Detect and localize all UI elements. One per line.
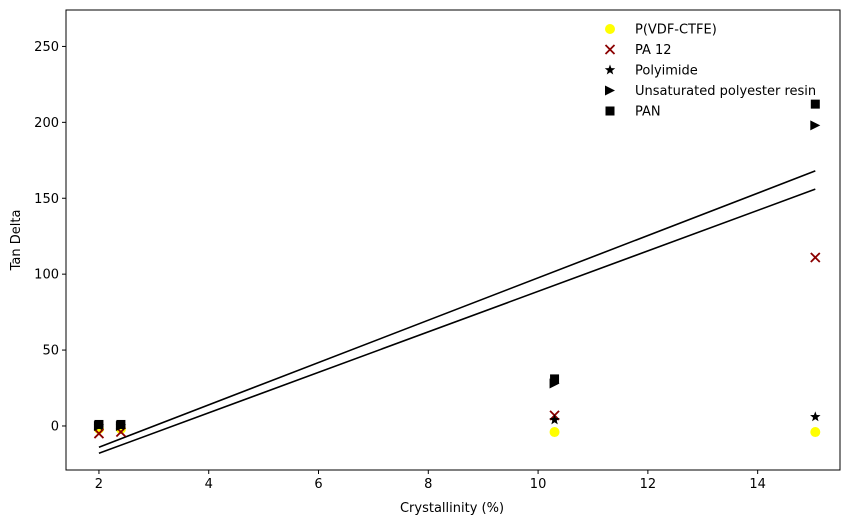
x-stroke	[93, 428, 105, 439]
data-point	[810, 252, 821, 263]
x-tick-label: 4	[205, 477, 213, 492]
x-tick-label: 12	[640, 477, 657, 492]
data-point	[810, 99, 820, 109]
data-point	[810, 411, 821, 422]
y-tick-label: 250	[34, 40, 59, 55]
y-tick-label: 100	[34, 268, 59, 283]
x-tick-label: 8	[424, 477, 432, 492]
x-stroke	[810, 252, 821, 263]
legend-marker	[605, 106, 615, 116]
x-tick-label: 6	[314, 477, 322, 492]
y-tick-label: 0	[51, 419, 59, 434]
data-points	[93, 99, 821, 439]
data-point	[549, 414, 560, 425]
legend-marker	[604, 44, 616, 55]
legend-marker	[605, 85, 615, 96]
plot-frame	[65, 9, 841, 471]
data-point	[549, 427, 560, 438]
legend-label: Unsaturated polyester resin	[635, 84, 816, 99]
x-stroke	[604, 44, 616, 55]
axes: 2 4 6 8 10 12 14 0 50 100 150 200 250	[34, 40, 766, 492]
y-tick-label: 200	[34, 116, 59, 131]
plot-area	[65, 9, 841, 471]
y-tick-label: 50	[42, 344, 59, 359]
data-point	[810, 120, 821, 131]
data-point	[116, 419, 126, 429]
fit-lines	[98, 170, 816, 455]
y-tick-label: 150	[34, 192, 59, 207]
x-stroke	[115, 426, 127, 438]
fit-line	[98, 188, 816, 455]
x-tick-label: 14	[749, 477, 766, 492]
legend-marker	[605, 24, 615, 34]
legend-label: Polyimide	[635, 64, 698, 79]
x-axis-label: Crystallinity (%)	[400, 501, 504, 516]
x-tick-label: 10	[530, 477, 547, 492]
fit-line	[98, 170, 816, 448]
legend-marker	[604, 64, 616, 75]
x-tick-label: 2	[95, 477, 103, 492]
data-point	[550, 374, 560, 384]
legend-label: PAN	[635, 105, 661, 120]
data-point	[94, 419, 104, 429]
legend-label: P(VDF-CTFE)	[635, 23, 717, 38]
y-axis-label: Tan Delta	[9, 210, 24, 272]
data-point	[93, 428, 105, 439]
legend: P(VDF-CTFE) PA 12 Polyimide Unsaturated pol…	[604, 23, 816, 120]
legend-label: PA 12	[635, 43, 672, 58]
data-point	[810, 427, 821, 438]
